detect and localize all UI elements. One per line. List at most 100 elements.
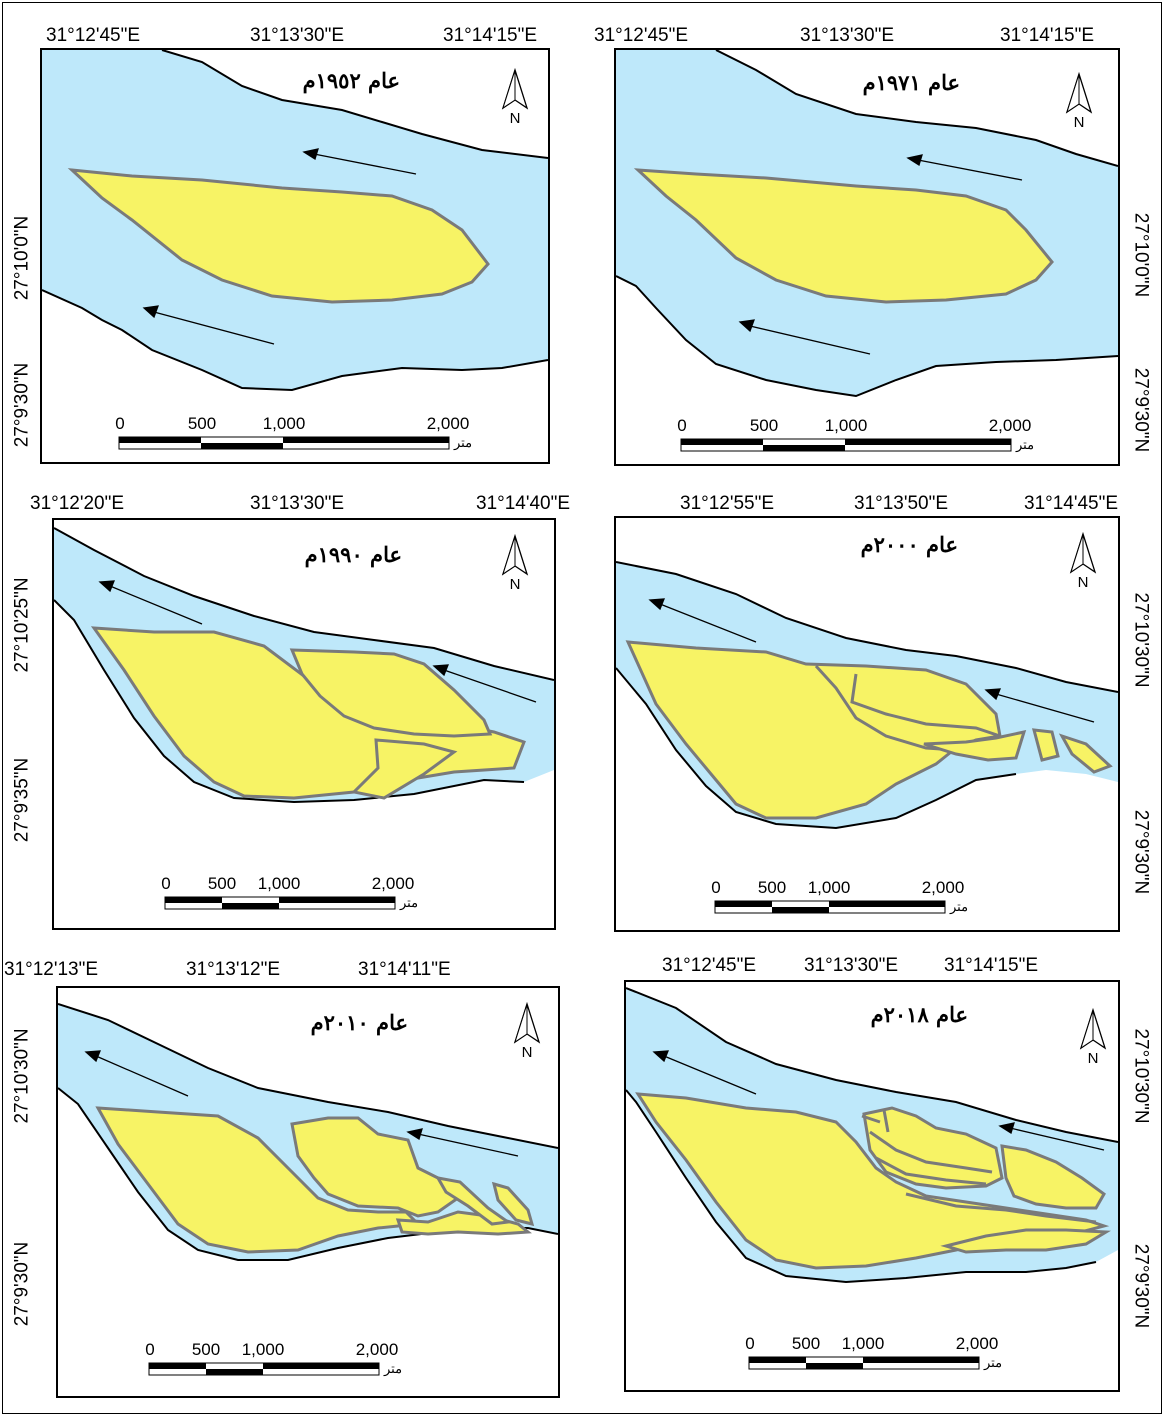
- scale-bar: 0 500 1,000 2,000 متر: [745, 1334, 1048, 1378]
- north-arrow-icon: [501, 68, 529, 110]
- scale-bar-graphic: [164, 896, 396, 910]
- x-tick-label: 31°14'15"E: [944, 955, 1039, 976]
- y-tick-label: 27°10'30"N: [11, 1028, 33, 1124]
- x-tick-label: 31°14'15"E: [443, 25, 538, 46]
- flow-arrow: [142, 148, 417, 345]
- map-canvas: [616, 50, 1118, 398]
- y-tick-label: 27°9'30"N: [1130, 1243, 1152, 1329]
- flow-arrow: [652, 1050, 1105, 1151]
- north-arrow: N: [1076, 1008, 1110, 1068]
- river-bank-south: [54, 599, 525, 804]
- north-arrow: N: [498, 68, 532, 128]
- scale-label: 0: [115, 414, 125, 433]
- flow-arrow: [84, 1050, 519, 1157]
- scale-unit: متر: [400, 896, 419, 911]
- flow-arrow: [648, 598, 1095, 723]
- scale-unit: متر: [454, 436, 473, 451]
- scale-bar: 0 500 1,000 2,000 متر: [161, 874, 464, 918]
- map-title: عام ٢٠٠٠م: [860, 532, 958, 557]
- x-tick-label: 31°13'30"E: [800, 25, 895, 46]
- island: [491, 1181, 535, 1227]
- scale-label: 1,000: [807, 878, 851, 897]
- scale-bar: 0 500 1,000 2,000 متر: [677, 416, 1100, 460]
- island: [395, 1210, 532, 1236]
- scale-label: 1,000: [241, 1340, 285, 1359]
- scale-label: 500: [191, 1340, 221, 1359]
- scale-unit: متر: [984, 1356, 1003, 1371]
- scale-unit: متر: [1016, 438, 1035, 453]
- x-tick-label: 31°12'20"E: [30, 493, 125, 514]
- y-tick-label: 27°9'30"N: [1130, 367, 1152, 453]
- x-tick-label: 31°14'11"E: [358, 959, 451, 980]
- x-tick-label: 31°14'45"E: [1024, 493, 1119, 514]
- y-tick-label: 27°9'35"N: [11, 757, 33, 843]
- scale-label: 2,000: [988, 416, 1032, 435]
- map-canvas: [42, 50, 548, 392]
- y-tick-label: 27°9'30"N: [1130, 809, 1152, 895]
- island: [290, 1116, 461, 1218]
- map-title: عام ١٩٩٠م: [304, 542, 402, 567]
- north-label: N: [1073, 114, 1085, 131]
- river-bank-north: [616, 561, 1118, 693]
- scale-label: 0: [677, 416, 687, 435]
- map-frame: عام ٢٠٠٠م N 0 500 1,000 2,000 متر: [614, 516, 1120, 932]
- island: [289, 648, 493, 738]
- map-canvas: [54, 527, 554, 804]
- scale-label: 500: [207, 874, 237, 893]
- island-channel: [905, 1192, 1097, 1224]
- river-bank-south: [616, 275, 1118, 398]
- north-label: N: [1077, 574, 1089, 591]
- scale-label: 2,000: [355, 1340, 399, 1359]
- north-arrow: N: [1062, 72, 1096, 132]
- map-title: عام ١٩٥٢م: [302, 68, 400, 93]
- scale-label: 500: [757, 878, 787, 897]
- island: [633, 168, 1054, 304]
- scale-label: 500: [187, 414, 217, 433]
- scale-label: 2,000: [426, 414, 470, 433]
- island: [350, 738, 458, 800]
- north-arrow-icon: [1065, 72, 1093, 114]
- scale-bar: 0 500 1,000 2,000 متر: [145, 1340, 448, 1384]
- scale-label: 2,000: [921, 878, 965, 897]
- scale-label: 1,000: [824, 416, 868, 435]
- y-tick-label: 27°10'25"N: [11, 577, 33, 673]
- map-frame: عام ٢٠١٨م N 0 500 1,000 2,000 متر: [624, 980, 1120, 1392]
- x-tick-label: 31°12'45"E: [662, 955, 757, 976]
- scale-bar: 0 500 1,000 2,000 متر: [711, 878, 1014, 922]
- map-frame: عام ١٩٩٠م N 0 500 1,000 2,000 متر: [52, 518, 556, 930]
- scale-label: 0: [745, 1334, 755, 1353]
- scale-label: 0: [711, 878, 721, 897]
- map-canvas: [626, 987, 1118, 1284]
- flow-arrow: [738, 154, 1023, 355]
- map-canvas: [616, 561, 1118, 830]
- island-channel: [850, 673, 1001, 738]
- river-bank-south: [616, 667, 1017, 830]
- north-label: N: [1087, 1050, 1099, 1067]
- north-arrow-icon: [513, 1002, 541, 1044]
- island: [940, 1228, 1112, 1254]
- x-tick-label: 31°14'40"E: [476, 493, 571, 514]
- river-bank-south: [626, 1089, 1097, 1284]
- x-tick-label: 31°12'45"E: [46, 25, 141, 46]
- y-tick-label: 27°9'30"N: [11, 1241, 33, 1327]
- scale-label: 2,000: [371, 874, 415, 893]
- island: [1031, 728, 1060, 762]
- river-bank-south: [42, 289, 548, 392]
- y-tick-label: 27°10'30"N: [1130, 1028, 1152, 1124]
- river-bank-north: [626, 987, 1118, 1143]
- north-arrow-icon: [501, 534, 529, 576]
- scale-label: 0: [145, 1340, 155, 1359]
- scale-bar-graphic: [680, 438, 1012, 452]
- map-title: عام ١٩٧١م: [862, 70, 960, 95]
- island-channel: [814, 664, 957, 752]
- north-arrow-icon: [1069, 532, 1097, 574]
- scale-label: 0: [161, 874, 171, 893]
- north-arrow: N: [498, 534, 532, 594]
- scale-label: 1,000: [841, 1334, 885, 1353]
- north-arrow-icon: [1079, 1008, 1107, 1050]
- island: [1000, 1144, 1106, 1210]
- y-tick-label: 27°9'30"N: [11, 362, 33, 448]
- map-title: عام ٢٠١٠م: [310, 1010, 408, 1035]
- scale-bar: 0 500 1,000 2,000 متر: [115, 414, 538, 458]
